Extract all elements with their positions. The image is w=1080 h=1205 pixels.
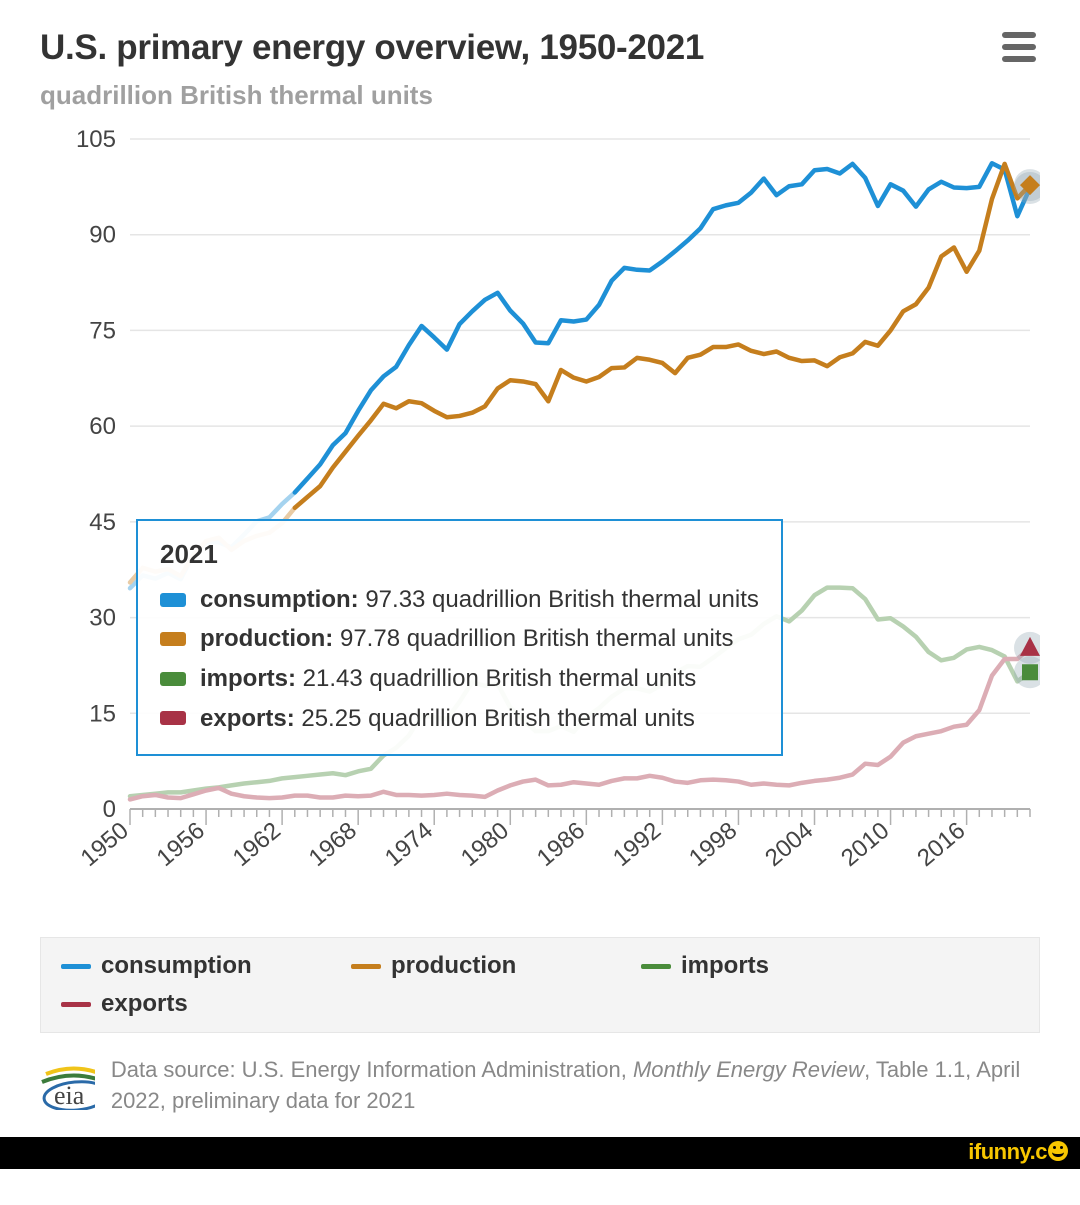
svg-text:2004: 2004 [760, 817, 818, 872]
chart-footer: eia Data source: U.S. Energy Information… [40, 1055, 1040, 1137]
svg-text:1980: 1980 [456, 817, 514, 872]
svg-text:eia: eia [54, 1081, 85, 1110]
tooltip-row-production: production: 97.78 quadrillion British th… [160, 619, 759, 659]
tooltip-row-exports: exports: 25.25 quadrillion British therm… [160, 699, 759, 739]
svg-text:1962: 1962 [228, 817, 286, 872]
svg-text:1998: 1998 [684, 817, 742, 872]
svg-text:1974: 1974 [380, 817, 438, 872]
svg-text:2010: 2010 [836, 817, 894, 872]
chart-legend[interactable]: consumption production imports exports [40, 937, 1040, 1033]
eia-logo-icon: eia [40, 1062, 95, 1110]
ifunny-watermark: ifunny.c [968, 1139, 1068, 1165]
legend-item-exports[interactable]: exports [61, 990, 271, 1018]
svg-text:60: 60 [89, 413, 116, 440]
svg-text:1950: 1950 [76, 817, 134, 872]
chart-tooltip: 2021 consumption: 97.33 quadrillion Brit… [136, 519, 783, 756]
legend-item-imports[interactable]: imports [641, 952, 851, 980]
svg-text:30: 30 [89, 605, 116, 632]
svg-text:90: 90 [89, 222, 116, 249]
svg-text:105: 105 [76, 129, 116, 153]
svg-text:15: 15 [89, 700, 116, 727]
svg-text:1956: 1956 [152, 817, 210, 872]
legend-item-consumption[interactable]: consumption [61, 952, 271, 980]
legend-item-production[interactable]: production [351, 952, 561, 980]
data-source-text: Data source: U.S. Energy Information Adm… [111, 1055, 1040, 1117]
chart-title: U.S. primary energy overview, 1950-2021 [40, 28, 704, 68]
svg-text:2016: 2016 [912, 817, 970, 872]
tooltip-row-imports: imports: 21.43 quadrillion British therm… [160, 659, 759, 699]
tooltip-row-consumption: consumption: 97.33 quadrillion British t… [160, 580, 759, 620]
svg-text:45: 45 [89, 509, 116, 536]
svg-text:1992: 1992 [608, 817, 666, 872]
watermark-bar: ifunny.c [0, 1137, 1080, 1169]
svg-text:75: 75 [89, 317, 116, 344]
chart-subtitle: quadrillion British thermal units [40, 80, 1040, 111]
svg-text:1986: 1986 [532, 817, 590, 872]
tooltip-year: 2021 [160, 533, 759, 576]
svg-text:1968: 1968 [304, 817, 362, 872]
chart-area: 0153045607590105195019561962196819741980… [40, 129, 1040, 919]
hamburger-menu-icon[interactable] [998, 28, 1040, 66]
